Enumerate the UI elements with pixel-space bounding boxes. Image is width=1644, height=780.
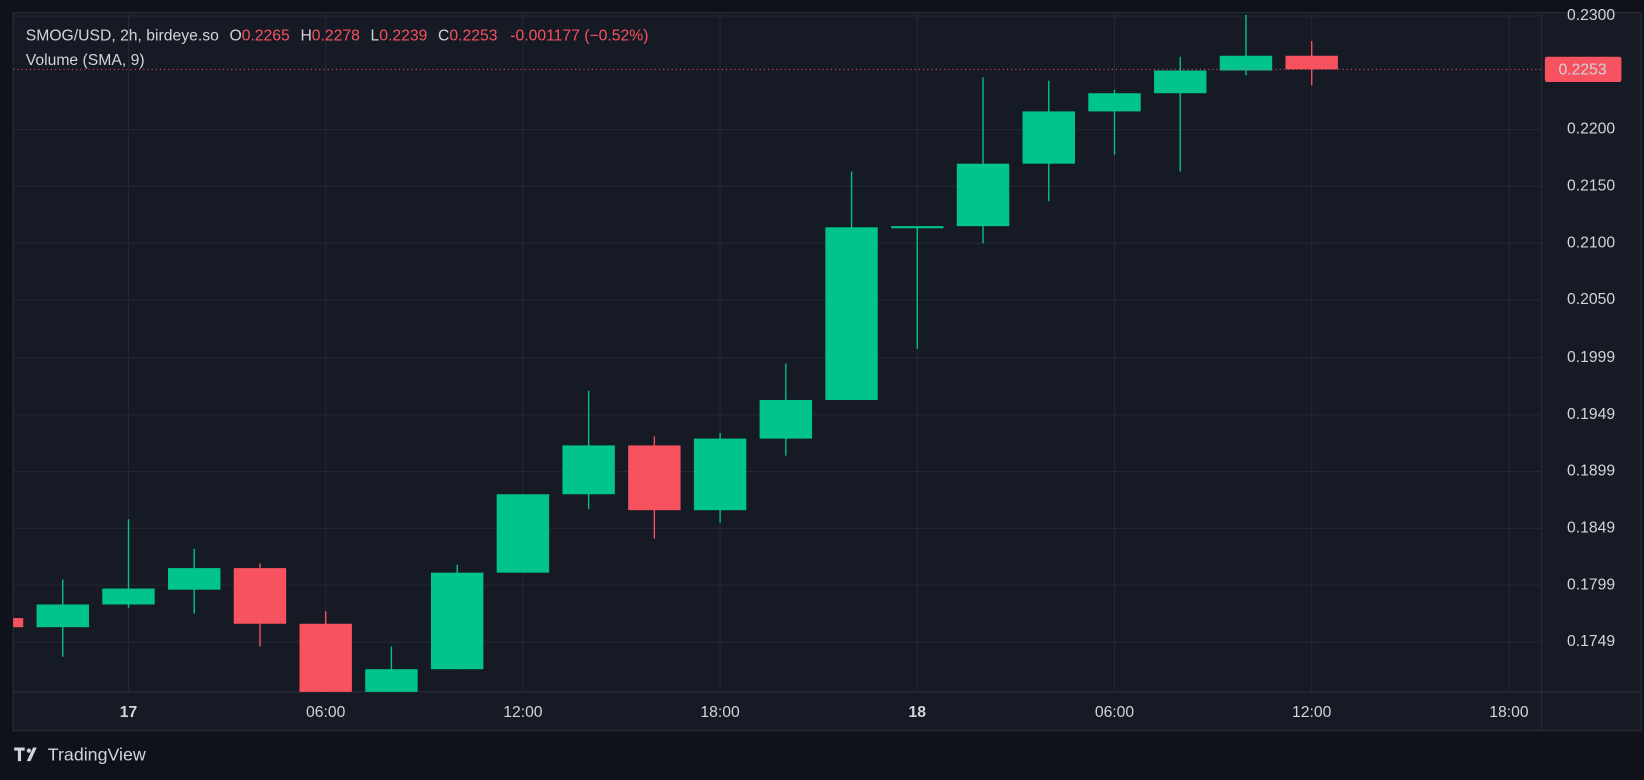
candle-body [693, 438, 747, 511]
candle-body [13, 618, 24, 628]
candle-body [628, 445, 681, 511]
x-tick-label: 18:00 [700, 704, 740, 721]
candle-body [430, 572, 484, 670]
brand-logo [14, 747, 37, 762]
x-tick-label: 06:00 [1095, 704, 1135, 721]
candle-body [1088, 93, 1141, 112]
last-price-badge [1544, 56, 1622, 82]
candle-body [233, 568, 287, 624]
y-tick-label: 0.1749 [1567, 633, 1615, 650]
indicator: Volume (SMA, 9) [26, 52, 145, 69]
x-tick-label: 18:00 [1489, 704, 1529, 721]
candles [13, 14, 1338, 692]
open-label: O [229, 28, 241, 45]
candle-body [36, 604, 89, 628]
brand: TradingView [48, 745, 146, 765]
grid [13, 12, 1542, 692]
y-tick-label: 0.2300 [1567, 7, 1615, 24]
x-tick-label: 06:00 [306, 704, 346, 721]
candle-body [759, 399, 813, 439]
candle-body [168, 568, 221, 590]
low-label: L [371, 28, 380, 45]
y-tick-label: 0.1799 [1567, 576, 1615, 593]
y-tick-label: 0.2200 [1567, 121, 1615, 138]
candle-body [102, 588, 155, 605]
y-tick-label: 0.2150 [1567, 178, 1615, 195]
y-tick-label: 0.2050 [1567, 291, 1615, 308]
candle-body [825, 227, 878, 400]
y-tick-label: 0.2100 [1567, 234, 1615, 251]
last-price-label: 0.2253 [1559, 62, 1607, 79]
close-value: 0.2253 [449, 28, 497, 45]
y-tick-label: 0.1849 [1567, 520, 1615, 537]
close-label: C [438, 28, 449, 45]
high-value: 0.2278 [312, 28, 360, 45]
open-value: 0.2265 [242, 28, 290, 45]
axes: 0.2300 0.2200 0.2150 0.2100 0.2050 0.1999 0.19… [120, 7, 1616, 721]
y-tick-label: 0.1999 [1567, 349, 1615, 366]
x-tick-label: 12:00 [503, 704, 543, 721]
candle-body [299, 623, 352, 692]
candle-body [891, 226, 944, 229]
candle-body [496, 494, 550, 573]
x-tick-label: 12:00 [1292, 704, 1332, 721]
legend: SMOG/USD, 2h, birdeye.so O0.2265 H0.2278… [26, 28, 649, 45]
candle-body [1154, 70, 1207, 94]
change: -0.001177 (−0.52%) [510, 28, 648, 45]
high-label: H [300, 28, 311, 45]
candle-body [562, 445, 615, 495]
title: SMOG/USD, 2h, birdeye.so [26, 28, 219, 45]
candle-body [1022, 111, 1075, 164]
candle-body [956, 163, 1010, 227]
y-tick-label: 0.1899 [1567, 463, 1615, 480]
y-tick-label: 0.1949 [1567, 406, 1615, 423]
candle-body [1219, 55, 1273, 71]
x-tick-label: 17 [120, 704, 138, 721]
low-value: 0.2239 [379, 28, 427, 45]
x-tick-label: 18 [909, 704, 927, 721]
candle-body [365, 669, 418, 692]
candle-body [1285, 55, 1338, 70]
